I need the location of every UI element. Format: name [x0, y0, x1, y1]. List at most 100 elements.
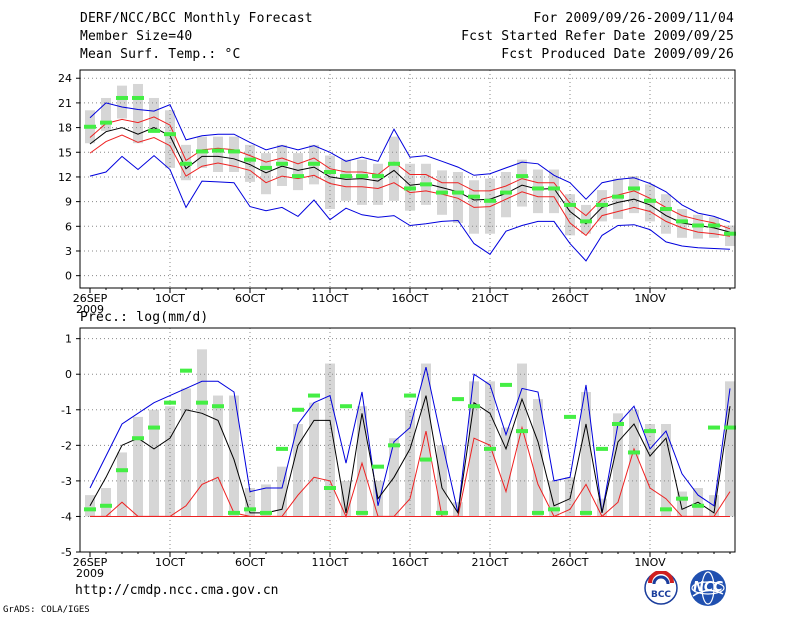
precip-spread-box	[629, 409, 639, 517]
temp-xtick-label: 11OCT	[311, 292, 348, 305]
temp-median-marker	[516, 174, 528, 179]
precip-spread-box	[149, 409, 159, 517]
source-url[interactable]: http://cmdp.ncc.cma.gov.cn	[75, 583, 279, 598]
precip-median-marker	[596, 446, 608, 451]
precip-spread-box	[213, 395, 223, 517]
temp-spread-box	[117, 85, 127, 119]
precip-median-marker	[436, 510, 448, 515]
precip-median-marker	[708, 425, 720, 430]
temp-median-marker	[612, 194, 624, 199]
temp-spread-box	[341, 159, 351, 201]
precip-median-marker	[116, 468, 128, 473]
precip-spread-box	[661, 424, 671, 517]
temp-median-marker	[84, 124, 96, 129]
temp-spread-box	[357, 159, 367, 205]
precip-median-marker	[372, 464, 384, 469]
temp-spread-box	[389, 136, 399, 201]
temp-ytick-label: 21	[58, 97, 72, 110]
temp-median-marker	[596, 202, 608, 207]
precip-frame	[79, 327, 736, 553]
member-size: Member Size=40	[80, 29, 193, 44]
precip-median-marker	[724, 425, 736, 430]
temp-median-marker	[324, 170, 336, 175]
temp-frame	[79, 69, 736, 289]
temp-xtick-label: 6OCT	[235, 292, 265, 305]
temp-median-marker	[452, 190, 464, 195]
precip-median-marker	[244, 507, 256, 512]
precip-spread-box	[133, 416, 143, 517]
temp-median-marker	[500, 190, 512, 195]
precip-median-marker	[468, 404, 480, 409]
precip-median-marker	[356, 510, 368, 515]
precip-spread-box	[357, 406, 367, 517]
precip-spread-box	[597, 498, 607, 517]
temp-median-marker	[340, 174, 352, 179]
precip-median-marker	[532, 510, 544, 515]
ncc-logo-text: NCC	[693, 580, 723, 595]
temp-xtick-label: 1OCT	[155, 292, 185, 305]
precip-spread-box	[437, 445, 447, 517]
temp-median-marker	[692, 223, 704, 228]
temp-median-marker	[484, 198, 496, 203]
temp-median-marker	[356, 174, 368, 179]
temp-median-marker	[388, 161, 400, 166]
precip-spread-box	[421, 363, 431, 517]
precip-median-marker	[628, 450, 640, 455]
precip-median-marker	[404, 393, 416, 398]
precip-spread-box	[341, 480, 351, 517]
temp-median-marker	[196, 149, 208, 154]
temp-lower-envelope	[89, 154, 731, 262]
temp-spread-box	[293, 153, 303, 191]
precip-median-marker	[100, 503, 112, 508]
temp-median-marker	[228, 149, 240, 154]
produced-date: Fcst Produced Date 2009/09/26	[501, 47, 734, 62]
precip-label: Prec.: log(mm/d)	[80, 310, 209, 325]
grads-credit: GrADS: COLA/IGES	[3, 605, 90, 615]
precip-spread-box	[549, 480, 559, 517]
temp-median-marker	[468, 194, 480, 199]
precip-median-marker	[260, 510, 272, 515]
precip-xtick-label: 16OCT	[391, 556, 428, 569]
precip-spread-box	[277, 466, 287, 517]
temp-xtick-label: 26SEP	[73, 292, 108, 305]
precip-median-marker	[548, 507, 560, 512]
precip-ytick-label: -3	[61, 475, 72, 488]
precip-spread-box	[101, 488, 111, 517]
temp-ytick-label: 12	[58, 171, 72, 184]
temp-xtick-label: 1NOV	[634, 292, 666, 305]
temp-median-marker	[436, 190, 448, 195]
bcc-logo-text: BCC	[650, 590, 672, 600]
temp-median-marker	[628, 186, 640, 191]
temp-spread-box	[533, 169, 543, 214]
precip-median-marker	[564, 414, 576, 419]
temp-spread-box	[133, 83, 143, 144]
temp-spread-box	[629, 176, 639, 214]
precip-spread-box	[245, 488, 255, 517]
temp-spread-box	[373, 163, 383, 205]
temp-median-marker	[212, 148, 224, 153]
temp-median-marker	[292, 174, 304, 179]
precip-median-marker	[292, 407, 304, 412]
ncc-logo: NCC	[685, 569, 731, 607]
precip-median-marker	[196, 400, 208, 405]
temp-xtick-label: 21OCT	[471, 292, 508, 305]
precip-median-marker	[324, 486, 336, 490]
temp-median-marker	[244, 157, 256, 162]
temp-median-marker	[548, 186, 560, 191]
precip-median-marker	[580, 510, 592, 515]
precip-median-marker	[276, 446, 288, 451]
precip-xtick-label: 6OCT	[235, 556, 265, 569]
precip-median-marker	[164, 400, 176, 405]
temp-ytick-label: 18	[58, 122, 72, 135]
temp-ytick-label: 24	[58, 72, 72, 85]
precip-spread-box	[725, 381, 735, 517]
temp-xtick-label: 16OCT	[391, 292, 428, 305]
temp-spread-box	[661, 194, 671, 234]
precip-median-marker	[484, 446, 496, 451]
variable-label: Mean Surf. Temp.: °C	[80, 47, 241, 62]
precip-spread-box	[613, 413, 623, 517]
precip-xtick-year: 2009	[76, 567, 104, 580]
